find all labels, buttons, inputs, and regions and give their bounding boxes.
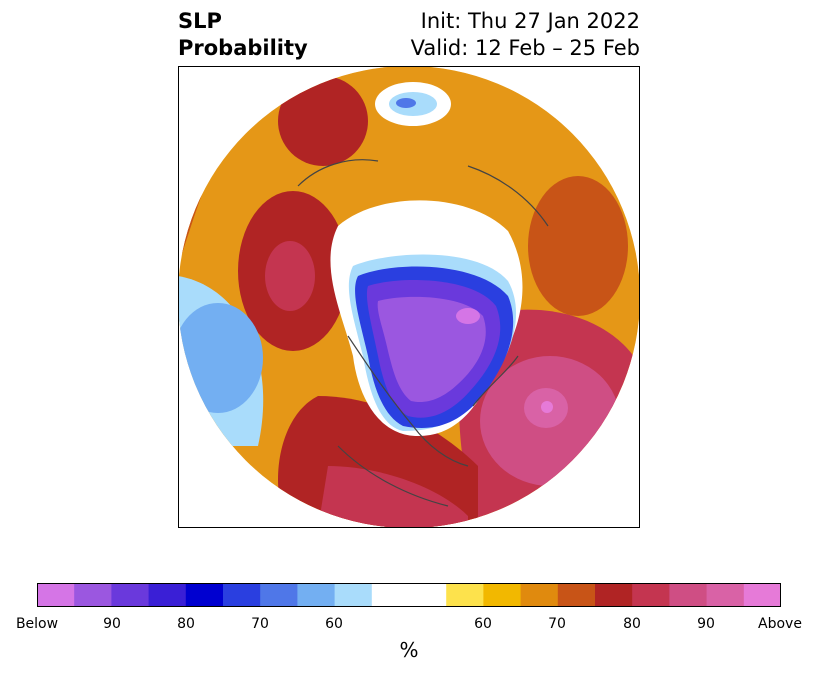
init-date: Init: Thu 27 Jan 2022 — [420, 9, 640, 33]
field-north-blue — [396, 98, 416, 108]
field-usa-crimson — [318, 466, 468, 528]
title-variable: SLP — [178, 9, 222, 33]
cbar-tick-above-80: 80 — [623, 616, 641, 632]
map-border — [178, 66, 640, 528]
cbar-tick-below-70: 70 — [251, 616, 269, 632]
coast-na-west — [347, 335, 469, 467]
colorbar-border — [37, 583, 781, 607]
colorbar-cell — [111, 583, 150, 607]
colorbar-cell — [743, 583, 781, 607]
colorbar-cell — [483, 583, 522, 607]
cbar-tick-below-90: 90 — [103, 616, 121, 632]
field-atlantic-max — [541, 401, 553, 413]
title-type: Probability — [178, 36, 308, 60]
colorbar-cell — [446, 583, 484, 607]
colorbar-cell — [37, 583, 75, 607]
coast-siberia — [297, 159, 379, 187]
probability-field — [178, 66, 640, 528]
colorbar-cell — [334, 583, 373, 607]
coast-greenland — [472, 355, 519, 407]
valid-date: Valid: 12 Feb – 25 Feb — [410, 36, 640, 60]
cbar-tick-below-60: 60 — [325, 616, 343, 632]
colorbar-cell — [297, 583, 336, 607]
colorbar-cell — [260, 583, 298, 607]
colorbar-cell — [595, 583, 633, 607]
field-east-brown — [528, 176, 628, 316]
colorbar-cell — [74, 583, 112, 607]
colorbar-cell — [557, 583, 596, 607]
colorbar-cell — [520, 583, 559, 607]
colorbar-unit-label: % — [399, 638, 419, 662]
coast-usa — [337, 445, 449, 507]
colorbar-cell — [706, 583, 745, 607]
chart-title: SLP Probability — [178, 8, 308, 62]
cbar-tick-above-90: 90 — [697, 616, 715, 632]
polar-map — [178, 66, 640, 528]
cbar-tick-above-60: 60 — [474, 616, 492, 632]
colorbar-cell — [632, 583, 670, 607]
colorbar-cell — [669, 583, 708, 607]
colorbar-cell — [371, 583, 447, 607]
chart-dates: Init: Thu 27 Jan 2022 Valid: 12 Feb – 25… — [411, 8, 640, 62]
colorbar — [37, 583, 781, 607]
colorbar-cell — [185, 583, 224, 607]
field-arctic-max — [456, 308, 480, 324]
cbar-tick-below-80: 80 — [177, 616, 195, 632]
cbar-tick-below: Below — [15, 616, 59, 632]
field-eurasia-crimson — [265, 241, 315, 311]
field-arctic-purple — [377, 296, 486, 403]
cbar-tick-above: Above — [758, 616, 802, 632]
coast-europe — [467, 165, 549, 227]
cbar-tick-above-70: 70 — [548, 616, 566, 632]
colorbar-cell — [223, 583, 261, 607]
colorbar-cell — [148, 583, 187, 607]
coastlines — [297, 159, 549, 507]
field-north-red — [278, 76, 368, 166]
colorbar-cells — [37, 583, 781, 607]
